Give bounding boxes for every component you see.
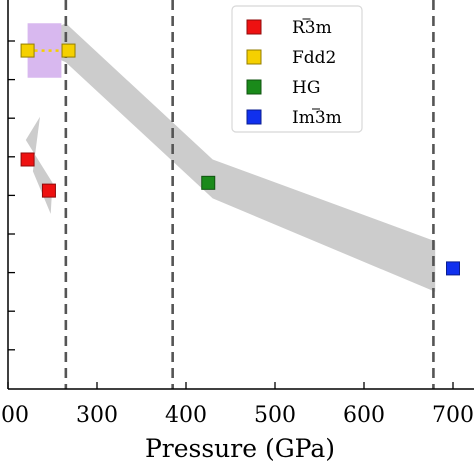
legend-marker-3 [246,109,262,125]
x-axis-title: Pressure (GPa) [145,434,335,463]
point-r3m-0 [20,152,35,167]
x-ticks: 200 300 400 500 600 700 [0,382,474,428]
x-tick-label-5: 700 [432,403,474,428]
legend: R3m Fdd2 HG Im3m [231,5,363,133]
legend-marker-0 [246,19,262,35]
y-ticks [8,40,15,351]
x-tick-label-4: 600 [343,403,385,428]
x-tick-label-2: 400 [165,403,207,428]
legend-marker-1 [246,49,262,65]
phase-boundary-lines [64,0,435,389]
confidence-bands [25,23,436,292]
legend-marker-2 [246,79,262,95]
legend-label-3: Im3m [292,108,342,128]
point-r3m-1 [41,183,56,198]
data-points [20,43,460,276]
point-im3m-0 [446,261,460,276]
point-fdd2-0 [20,43,35,58]
point-hg-0 [201,175,216,190]
axes [7,0,474,390]
x-tick-label-3: 500 [254,403,296,428]
band-1 [57,23,436,292]
point-fdd2-1 [61,43,76,58]
legend-label-2: HG [292,78,320,98]
legend-label-1: Fdd2 [292,48,336,68]
x-tick-label-0: 200 [0,403,29,428]
x-tick-label-1: 300 [76,403,118,428]
legend-label-0: R3m [292,18,332,38]
legend-box [231,5,363,133]
